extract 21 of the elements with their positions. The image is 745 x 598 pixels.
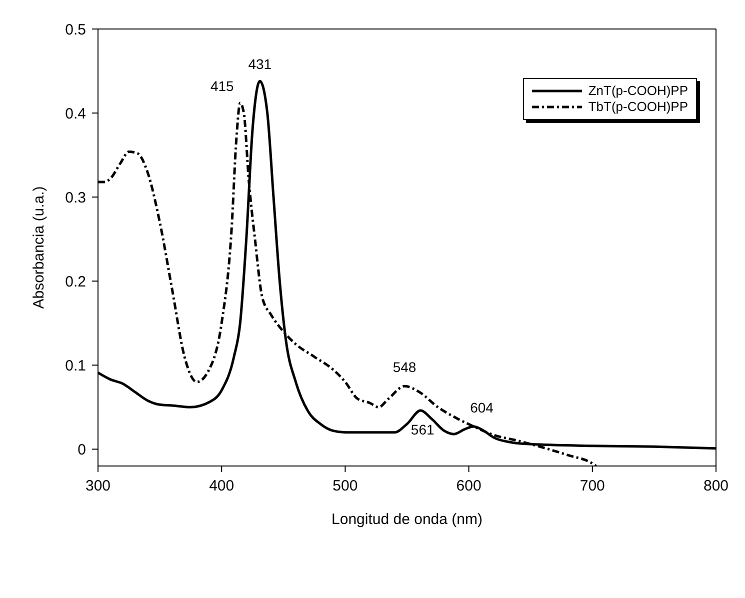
x-axis-title: Longitud de onda (nm) (332, 511, 482, 528)
legend-label: ZnT(p-COOH)PP (588, 83, 688, 99)
x-tick-label: 800 (703, 478, 729, 495)
x-tick-label: 500 (332, 478, 358, 495)
y-tick-label: 0.2 (65, 273, 86, 290)
annotation: 604 (470, 400, 494, 416)
y-tick-label: 0.5 (65, 21, 86, 38)
annotation: 548 (392, 359, 416, 376)
x-tick-label: 700 (580, 478, 605, 495)
x-tick-label: 600 (456, 478, 482, 495)
x-tick-label: 400 (209, 478, 234, 495)
y-tick-label: 0.3 (65, 189, 86, 206)
y-axis-title: Absorbancia (u.a.) (30, 186, 48, 309)
y-tick-label: 0.1 (65, 357, 86, 374)
annotation: 561 (410, 422, 434, 438)
y-tick-label: 0 (78, 442, 86, 459)
y-tick-label: 0.4 (65, 105, 86, 122)
legend-label: TbT(p-COOH)PP (588, 99, 688, 115)
annotation: 431 (248, 56, 272, 72)
annotation: 415 (210, 78, 234, 94)
x-tick-label: 300 (85, 478, 111, 495)
